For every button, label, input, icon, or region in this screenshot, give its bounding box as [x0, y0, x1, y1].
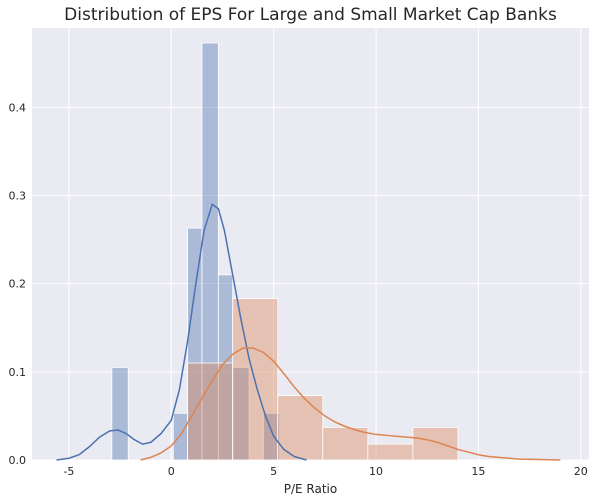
x-tick-label: 5	[270, 465, 277, 478]
y-tick-label: 0.1	[9, 366, 27, 379]
x-tick-label: 0	[168, 465, 175, 478]
y-tick-label: 0.3	[9, 190, 27, 203]
x-tick-labels: -5 0 5 10 15 20	[63, 465, 587, 478]
plot-background	[32, 28, 589, 460]
kde-curve-series-1	[56, 203, 307, 461]
y-tick-label: 0.2	[9, 278, 27, 291]
y-tick-label: 0.4	[9, 101, 27, 114]
histogram-bar-series-2	[277, 395, 324, 461]
x-tick-label: 20	[574, 465, 588, 478]
kde-curve-series-2	[140, 347, 561, 461]
kde-curves	[56, 203, 561, 461]
x-tick-label: 10	[369, 465, 383, 478]
histogram-bar-series-2	[322, 426, 369, 461]
histogram-bar-series-2	[412, 426, 459, 461]
chart-title: Distribution of EPS For Large and Small …	[64, 5, 557, 25]
histogram-bar-series-2	[367, 443, 414, 461]
x-tick-label: 15	[471, 465, 485, 478]
x-axis-label: P/E Ratio	[284, 482, 337, 496]
histogram-bar-series-1	[172, 412, 189, 461]
histogram-bar-series-1	[111, 367, 129, 461]
y-tick-labels: 0.0 0.1 0.2 0.3 0.4	[9, 101, 27, 467]
x-tick-label: -5	[63, 465, 74, 478]
grid-lines	[32, 28, 589, 461]
y-tick-label: 0.0	[9, 454, 27, 467]
